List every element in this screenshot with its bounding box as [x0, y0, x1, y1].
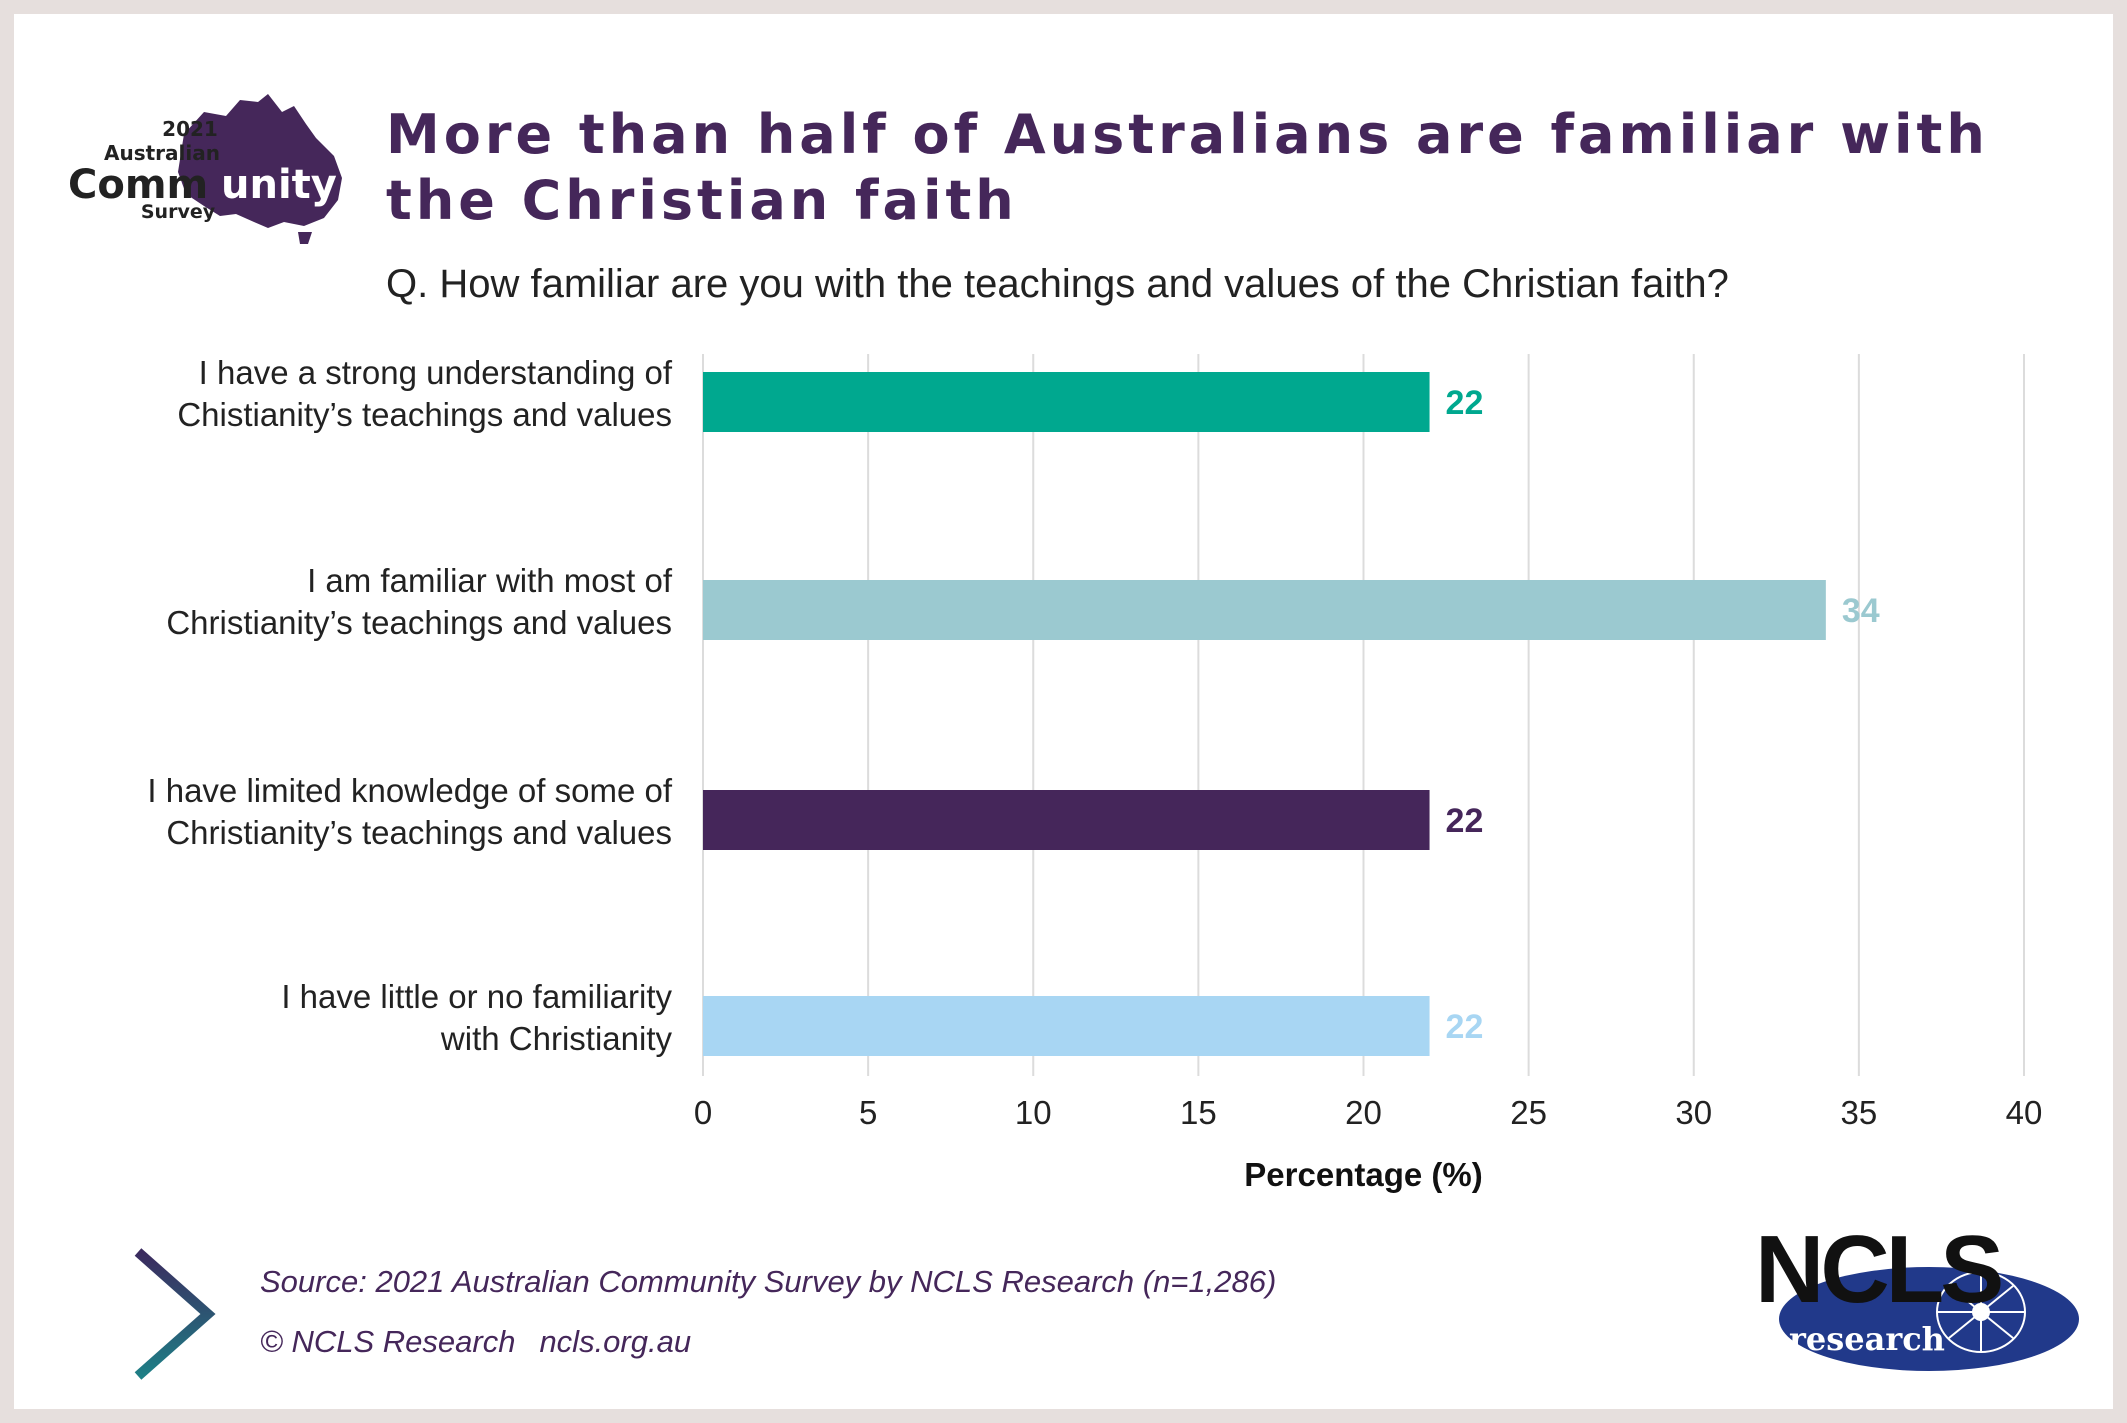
category-label-line: I have limited knowledge of some of [147, 772, 672, 809]
x-tick-label-25: 25 [1510, 1094, 1547, 1131]
x-axis-title: Percentage (%) [1244, 1156, 1482, 1193]
category-label-4: I have little or no familiarity with Chri… [281, 978, 672, 1057]
category-label-2: I am familiar with most of Christianity’s… [166, 562, 672, 641]
x-tick-label-10: 10 [1015, 1094, 1052, 1131]
page-title: More than half of Australians are famili… [386, 103, 1989, 232]
category-label-line: Chistianity’s teachings and values [177, 396, 672, 433]
logo-year: 2021 [162, 117, 218, 141]
category-label-3: I have limited knowledge of some of Chris… [147, 772, 672, 851]
x-tick-label-5: 5 [859, 1094, 877, 1131]
x-tick-label-40: 40 [2006, 1094, 2043, 1131]
value-label-3: 22 [1446, 802, 1484, 840]
logo-line3: Survey [141, 201, 216, 223]
x-tick-label-35: 35 [1841, 1094, 1878, 1131]
tasmania-shape-icon [298, 232, 312, 244]
category-label-line: Christianity’s teachings and values [166, 604, 672, 641]
ncls-research-logo: NCLS research [1755, 1216, 2079, 1371]
x-tick-label-30: 30 [1675, 1094, 1712, 1131]
value-label-2: 34 [1842, 592, 1880, 630]
value-label-1: 22 [1446, 384, 1484, 422]
ncls-wordmark: NCLS [1755, 1216, 2001, 1323]
x-tick-label-0: 0 [694, 1094, 712, 1131]
category-label-1: I have a strong understanding of Chistian… [177, 354, 673, 433]
bar-1 [703, 372, 1430, 432]
category-label-line: I am familiar with most of [307, 562, 673, 599]
question-subtitle: Q. How familiar are you with the teachin… [386, 262, 1729, 306]
logo-line2a: Comm [68, 162, 208, 208]
copyright-text: © NCLS Research [260, 1324, 516, 1359]
value-label-4: 22 [1446, 1008, 1484, 1046]
website-link[interactable]: ncls.org.au [539, 1324, 692, 1359]
australia-map-icon [178, 94, 342, 228]
x-tick-label-20: 20 [1345, 1094, 1382, 1131]
bar-chart: 22 I have a strong understanding of Chisti… [147, 354, 2043, 1193]
bar-3 [703, 790, 1430, 850]
category-label-line: I have little or no familiarity [281, 978, 672, 1015]
logo-line1: Australian [104, 141, 220, 165]
acs-logo: 2021 Australian Comm unity Survey [68, 94, 342, 244]
source-note: Source: 2021 Australian Community Survey… [260, 1264, 1277, 1299]
bar-4 [703, 996, 1430, 1056]
bar-2 [703, 580, 1826, 640]
copyright-line: © NCLS Research ncls.org.au [260, 1324, 691, 1360]
infographic-card: 2021 Australian Comm unity Survey More t… [14, 14, 2113, 1409]
research-wordmark: research [1789, 1320, 1945, 1358]
category-label-line: I have a strong understanding of [199, 354, 673, 391]
globe-grid-icon [1936, 1241, 2026, 1353]
x-tick-label-15: 15 [1180, 1094, 1217, 1131]
category-label-line: Christianity’s teachings and values [166, 814, 672, 851]
chevron-right-icon [134, 1248, 216, 1380]
category-label-line: with Christianity [440, 1020, 673, 1057]
logo-line2b: unity [221, 162, 337, 208]
